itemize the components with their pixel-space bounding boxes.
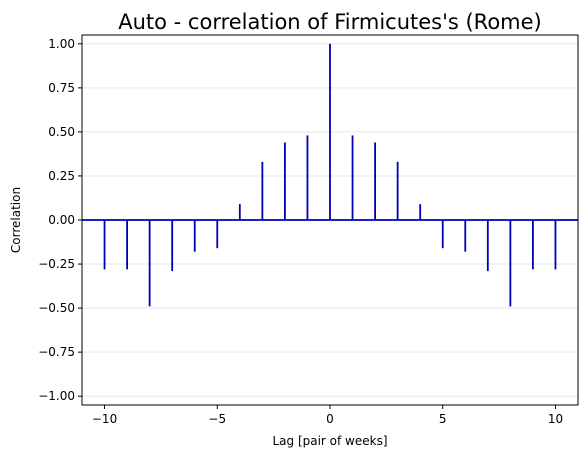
y-axis-label: Correlation bbox=[9, 187, 23, 253]
y-tick-label-0: −1.00 bbox=[38, 389, 75, 403]
y-tick-label-3: −0.25 bbox=[38, 257, 75, 271]
stem-lines bbox=[103, 43, 557, 307]
y-ticks: −1.00 −0.75 −0.50 −0.25 0.00 0.25 0.50 0.75 1.00 bbox=[38, 37, 82, 403]
x-axis-label: Lag [pair of weeks] bbox=[272, 434, 387, 448]
x-tick-label-0: −10 bbox=[92, 412, 117, 426]
y-tick-label-2: −0.50 bbox=[38, 301, 75, 315]
y-tick-label-6: 0.50 bbox=[48, 125, 75, 139]
x-tick-label-3: 5 bbox=[439, 412, 447, 426]
y-tick-label-4: 0.00 bbox=[48, 213, 75, 227]
x-tick-label-2: 0 bbox=[326, 412, 334, 426]
y-tick-label-7: 0.75 bbox=[48, 81, 75, 95]
y-tick-label-1: −0.75 bbox=[38, 345, 75, 359]
chart-title: Auto - correlation of Firmicutes's (Rome… bbox=[118, 10, 542, 34]
y-tick-label-8: 1.00 bbox=[48, 37, 75, 51]
x-tick-label-1: −5 bbox=[208, 412, 226, 426]
x-ticks: −10 −5 0 5 10 bbox=[92, 405, 563, 426]
y-tick-label-5: 0.25 bbox=[48, 169, 75, 183]
x-tick-label-4: 10 bbox=[548, 412, 563, 426]
